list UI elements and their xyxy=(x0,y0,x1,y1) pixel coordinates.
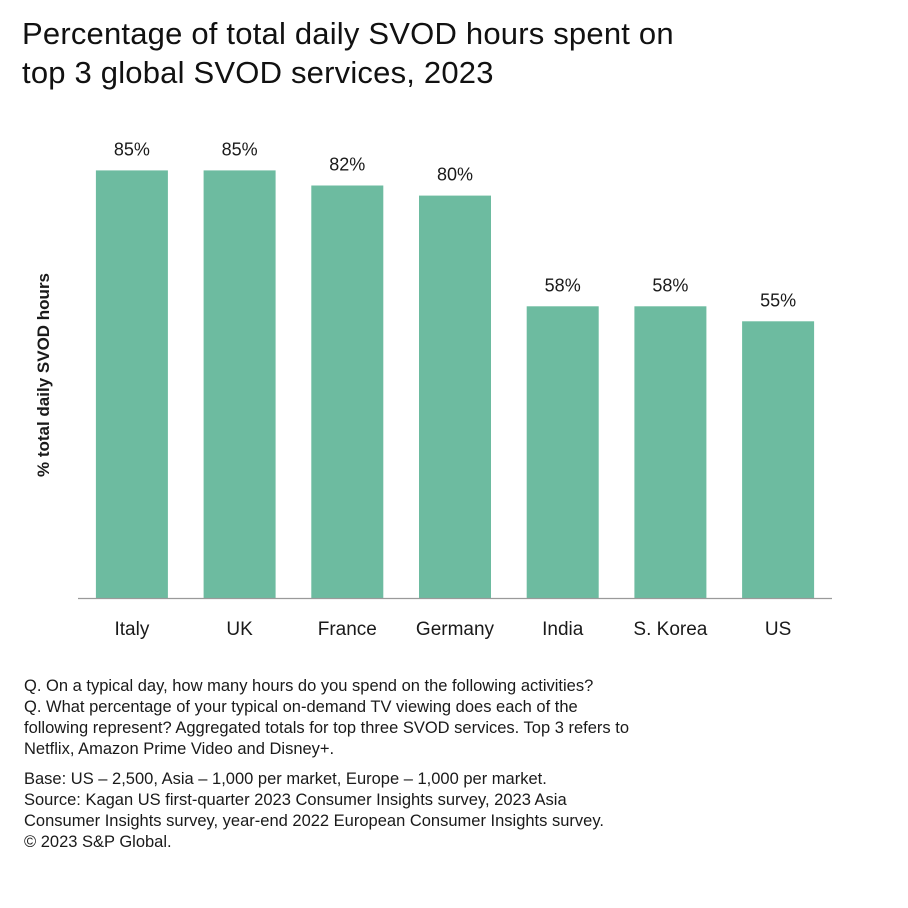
value-label-india: 58% xyxy=(545,275,581,295)
category-label-us: US xyxy=(765,619,791,640)
question-line-1: Q. On a typical day, how many hours do y… xyxy=(24,677,594,695)
value-labels-group: 85% 85% 82% 80% 58% 58% 55% xyxy=(114,139,796,310)
question-line-2: Q. What percentage of your typical on-de… xyxy=(24,698,578,716)
category-label-india: India xyxy=(542,619,584,640)
category-label-germany: Germany xyxy=(416,619,495,640)
value-label-uk: 85% xyxy=(222,139,258,159)
bars-group xyxy=(95,170,815,598)
chart-title-line-1: Percentage of total daily SVOD hours spe… xyxy=(22,16,674,51)
bar-s-korea xyxy=(634,306,707,598)
category-labels-group: Italy UK France Germany India S. Korea US xyxy=(114,619,791,640)
bar-italy xyxy=(95,170,168,598)
value-label-france: 82% xyxy=(329,155,365,175)
bar-france xyxy=(311,185,384,598)
question-line-3: following represent? Aggregated totals f… xyxy=(24,719,630,737)
source-line-1: Base: US – 2,500, Asia – 1,000 per marke… xyxy=(24,770,547,788)
chart-title: Percentage of total daily SVOD hours spe… xyxy=(22,14,882,92)
value-label-s-korea: 58% xyxy=(652,275,688,295)
source-line-2: Source: Kagan US first-quarter 2023 Cons… xyxy=(24,791,567,809)
question-line-4: Netflix, Amazon Prime Video and Disney+. xyxy=(24,740,335,758)
chart-notes: Q. On a typical day, how many hours do y… xyxy=(24,676,884,853)
category-label-italy: Italy xyxy=(114,619,149,640)
bar-germany xyxy=(419,195,491,598)
source-line-4: © 2023 S&P Global. xyxy=(24,833,172,851)
category-label-uk: UK xyxy=(226,619,253,640)
category-label-france: France xyxy=(318,619,377,640)
bar-us xyxy=(742,321,815,598)
chart-title-line-2: top 3 global SVOD services, 2023 xyxy=(22,55,494,90)
bar-chart: 85% 85% 82% 80% 58% 58% 55% Italy UK France Germa… xyxy=(78,139,832,640)
source-line-3: Consumer Insights survey, year-end 2022 … xyxy=(24,812,604,830)
value-label-us: 55% xyxy=(760,290,796,310)
value-label-germany: 80% xyxy=(437,165,473,185)
category-label-s-korea: S. Korea xyxy=(633,619,707,640)
bar-uk xyxy=(203,170,276,598)
value-label-italy: 85% xyxy=(114,139,150,159)
bar-india xyxy=(526,306,599,598)
